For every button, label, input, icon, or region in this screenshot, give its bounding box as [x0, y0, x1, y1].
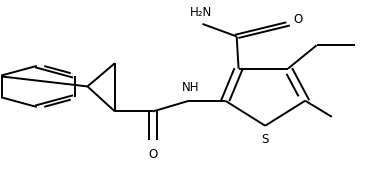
Text: S: S [262, 133, 269, 146]
Text: O: O [148, 148, 157, 161]
Text: H₂N: H₂N [189, 6, 212, 19]
Text: O: O [293, 13, 302, 26]
Text: NH: NH [181, 82, 199, 94]
